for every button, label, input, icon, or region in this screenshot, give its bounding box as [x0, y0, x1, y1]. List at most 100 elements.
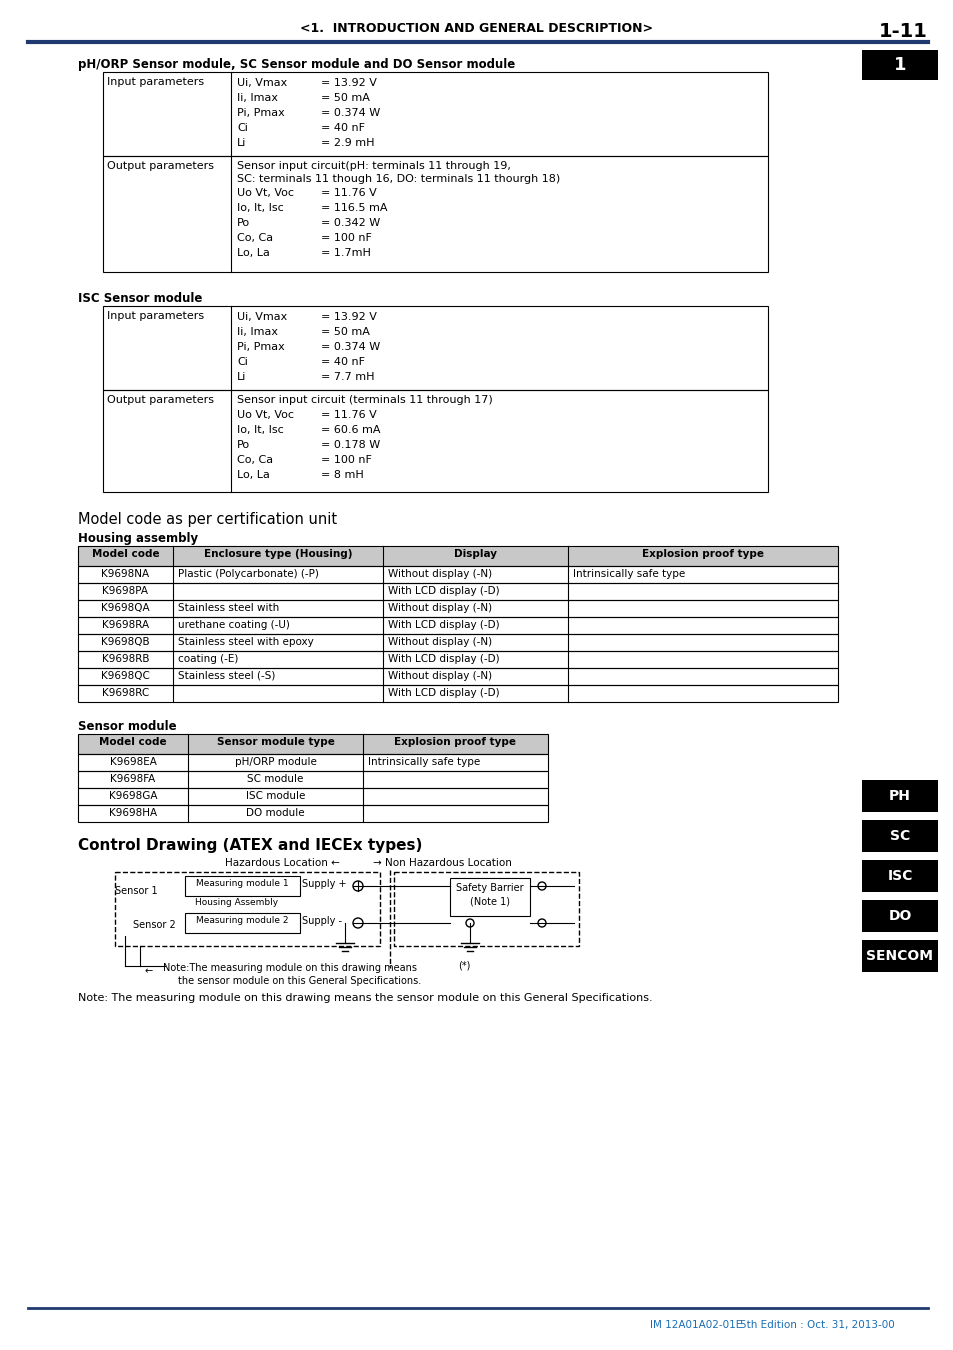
Text: K9698HA: K9698HA	[109, 809, 157, 818]
Text: SC: SC	[889, 829, 909, 842]
Text: Measuring module 1: Measuring module 1	[196, 879, 289, 888]
Text: Po: Po	[236, 440, 250, 450]
Text: Uo Vt, Voc: Uo Vt, Voc	[236, 410, 294, 420]
Text: Sensor 1: Sensor 1	[115, 886, 157, 896]
Text: SENCOM: SENCOM	[865, 949, 933, 963]
Text: K9698QB: K9698QB	[101, 637, 150, 647]
Text: Ui, Vmax: Ui, Vmax	[236, 78, 287, 88]
Text: ISC Sensor module: ISC Sensor module	[78, 292, 202, 305]
Text: ISC: ISC	[886, 869, 912, 883]
Text: ←: ←	[145, 967, 153, 976]
Bar	[78, 617, 837, 634]
Bar	[862, 940, 937, 972]
Text: Ui, Vmax: Ui, Vmax	[236, 312, 287, 323]
Text: = 50 mA: = 50 mA	[320, 327, 370, 338]
Text: Housing assembly: Housing assembly	[78, 532, 198, 545]
Text: = 8 mH: = 8 mH	[320, 470, 363, 481]
Text: Stainless steel with: Stainless steel with	[178, 603, 279, 613]
Bar	[78, 566, 837, 583]
Text: Output parameters: Output parameters	[107, 161, 213, 171]
Bar	[103, 157, 767, 271]
Text: K9698NA: K9698NA	[101, 568, 150, 579]
Text: K9698FA: K9698FA	[111, 774, 155, 784]
Bar	[115, 872, 379, 946]
Text: coating (-E): coating (-E)	[178, 653, 238, 664]
Text: Ci: Ci	[236, 123, 248, 134]
Text: = 40 nF: = 40 nF	[320, 123, 365, 134]
Bar	[862, 50, 937, 80]
Text: Output parameters: Output parameters	[107, 396, 213, 405]
Text: Pi, Pmax: Pi, Pmax	[236, 108, 284, 117]
Text: = 7.7 mH: = 7.7 mH	[320, 373, 375, 382]
Text: Without display (-N): Without display (-N)	[388, 637, 492, 647]
Text: Explosion proof type: Explosion proof type	[641, 549, 763, 559]
Bar	[450, 878, 530, 917]
Text: Sensor module: Sensor module	[78, 720, 176, 733]
Text: Lo, La: Lo, La	[236, 470, 270, 481]
Text: 5th Edition : Oct. 31, 2013-00: 5th Edition : Oct. 31, 2013-00	[740, 1320, 894, 1330]
Text: Without display (-N): Without display (-N)	[388, 671, 492, 680]
Text: Sensor module type: Sensor module type	[216, 737, 335, 747]
Text: <1.  INTRODUCTION AND GENERAL DESCRIPTION>: <1. INTRODUCTION AND GENERAL DESCRIPTION…	[300, 22, 653, 35]
Text: Control Drawing (ATEX and IECEx types): Control Drawing (ATEX and IECEx types)	[78, 838, 422, 853]
Text: Enclosure type (Housing): Enclosure type (Housing)	[204, 549, 352, 559]
Bar	[78, 771, 547, 788]
Text: Ii, Imax: Ii, Imax	[236, 327, 277, 338]
Text: Po: Po	[236, 217, 250, 228]
Bar	[78, 684, 837, 702]
Text: (Note 1): (Note 1)	[470, 896, 510, 906]
Text: Model code as per certification unit: Model code as per certification unit	[78, 512, 336, 526]
Text: = 50 mA: = 50 mA	[320, 93, 370, 103]
Text: Ci: Ci	[236, 356, 248, 367]
Text: DO module: DO module	[246, 809, 305, 818]
Text: Supply -: Supply -	[302, 917, 345, 926]
Text: IM 12A01A02-01E: IM 12A01A02-01E	[649, 1320, 741, 1330]
Bar	[78, 651, 837, 668]
Text: = 0.178 W: = 0.178 W	[320, 440, 380, 450]
Text: Sensor input circuit (terminals 11 through 17): Sensor input circuit (terminals 11 throu…	[236, 396, 493, 405]
Bar	[862, 900, 937, 931]
Text: pH/ORP module: pH/ORP module	[234, 757, 316, 767]
Text: SC: terminals 11 though 16, DO: terminals 11 thourgh 18): SC: terminals 11 though 16, DO: terminal…	[236, 174, 559, 184]
Text: Intrinsically safe type: Intrinsically safe type	[368, 757, 479, 767]
Text: With LCD display (-D): With LCD display (-D)	[388, 620, 499, 630]
Text: Sensor input circuit(pH: terminals 11 through 19,: Sensor input circuit(pH: terminals 11 th…	[236, 161, 511, 171]
Bar	[78, 583, 837, 599]
Text: the sensor module on this General Specifications.: the sensor module on this General Specif…	[178, 976, 421, 986]
Bar	[78, 634, 837, 651]
Text: pH/ORP Sensor module, SC Sensor module and DO Sensor module: pH/ORP Sensor module, SC Sensor module a…	[78, 58, 515, 72]
Text: Io, It, Isc: Io, It, Isc	[236, 425, 283, 435]
Text: Supply +: Supply +	[302, 879, 349, 890]
Text: 1: 1	[893, 55, 905, 74]
Bar	[78, 545, 837, 566]
Text: PH: PH	[888, 788, 910, 803]
Text: urethane coating (-U): urethane coating (-U)	[178, 620, 290, 630]
Text: Safety Barrier: Safety Barrier	[456, 883, 523, 892]
Bar	[862, 819, 937, 852]
Bar	[103, 390, 767, 491]
Bar	[78, 788, 547, 805]
Text: Uo Vt, Voc: Uo Vt, Voc	[236, 188, 294, 198]
Bar	[862, 780, 937, 811]
Text: = 11.76 V: = 11.76 V	[320, 410, 376, 420]
Text: 1-11: 1-11	[879, 22, 927, 40]
Text: K9698EA: K9698EA	[110, 757, 156, 767]
Text: = 100 nF: = 100 nF	[320, 455, 372, 464]
Text: ISC module: ISC module	[246, 791, 305, 801]
Bar	[78, 734, 547, 755]
Text: Model code: Model code	[99, 737, 167, 747]
Text: Housing Assembly: Housing Assembly	[194, 898, 278, 907]
Text: Plastic (Polycarbonate) (-P): Plastic (Polycarbonate) (-P)	[178, 568, 318, 579]
Text: Intrinsically safe type: Intrinsically safe type	[573, 568, 684, 579]
Text: With LCD display (-D): With LCD display (-D)	[388, 586, 499, 595]
Text: = 2.9 mH: = 2.9 mH	[320, 138, 375, 148]
Bar	[115, 872, 379, 946]
Text: Input parameters: Input parameters	[107, 310, 204, 321]
Text: Hazardous Location ←: Hazardous Location ←	[225, 859, 339, 868]
Text: Explosion proof type: Explosion proof type	[395, 737, 516, 747]
Text: K9698QC: K9698QC	[101, 671, 150, 680]
Text: Note:The measuring module on this drawing means: Note:The measuring module on this drawin…	[163, 963, 416, 973]
Text: DO: DO	[887, 909, 911, 923]
Text: Stainless steel (-S): Stainless steel (-S)	[178, 671, 275, 680]
Text: = 100 nF: = 100 nF	[320, 234, 372, 243]
